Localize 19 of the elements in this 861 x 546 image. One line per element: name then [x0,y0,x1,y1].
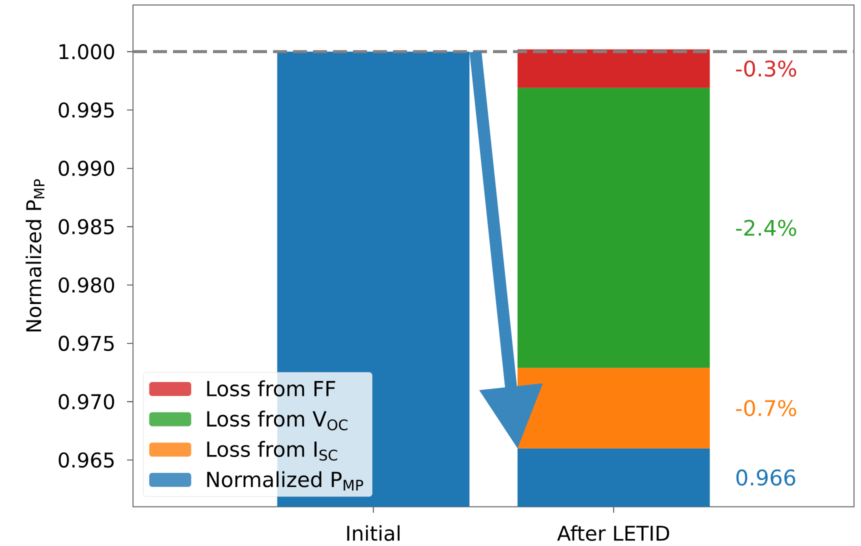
y-tick-label: 0.990 [58,160,114,176]
legend-label: Loss from FF [207,380,336,396]
annotation: -0.7% [736,400,796,416]
y-axis-title: Normalized P$_{MP}$ [26,179,44,332]
y-tick-label: 1.000 [60,44,114,60]
y-tick-label: 0.975 [58,336,114,352]
x-tick-label: After LETID [557,525,670,541]
annotation: -2.4% [736,220,796,236]
y-tick-label: 0.980 [58,277,114,293]
x-tick-label: Initial [347,525,400,541]
legend-label: Loss from V$_{OC}$ [207,410,348,430]
y-tick-label: 0.985 [58,219,114,234]
y-tick-label: 0.970 [58,394,114,410]
y-tick-label: 0.965 [58,452,114,468]
y-tick-label: 0.995 [58,102,114,118]
annotation: -0.3% [736,60,796,77]
annotation: 0.966 [736,469,796,486]
legend-label: Loss from I$_{SC}$ [207,440,338,461]
legend-label: Normalized P$_{MP}$ [207,471,364,491]
